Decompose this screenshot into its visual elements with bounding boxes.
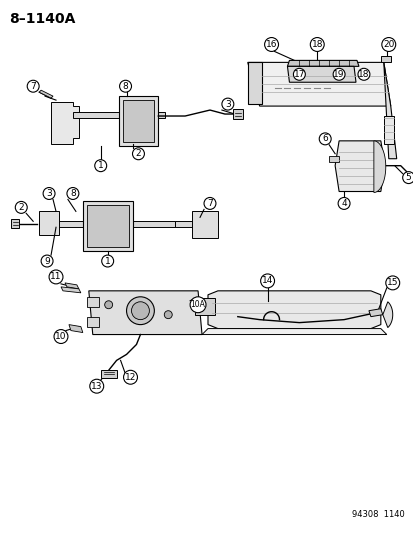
Polygon shape [202,328,386,335]
Circle shape [131,302,149,320]
Polygon shape [61,287,81,293]
Polygon shape [118,96,158,146]
Polygon shape [69,325,83,333]
Circle shape [310,37,323,52]
Polygon shape [51,102,78,144]
Text: 13: 13 [91,382,102,391]
Circle shape [381,37,395,52]
Circle shape [190,297,206,313]
Text: 8: 8 [70,189,76,198]
Circle shape [123,370,137,384]
Polygon shape [83,201,132,251]
Polygon shape [207,291,380,328]
Circle shape [357,68,369,80]
Circle shape [54,329,68,343]
Polygon shape [368,309,382,317]
Circle shape [260,274,274,288]
Text: 8: 8 [122,82,128,91]
Circle shape [204,197,216,209]
Polygon shape [232,109,242,119]
Circle shape [402,172,413,183]
Polygon shape [328,156,338,161]
Polygon shape [383,116,393,144]
Polygon shape [373,141,385,192]
Polygon shape [100,370,116,378]
Circle shape [132,148,144,160]
Circle shape [385,276,399,290]
Text: 10A: 10A [190,300,205,309]
Polygon shape [380,56,390,62]
Polygon shape [175,221,197,227]
Text: 9: 9 [44,256,50,265]
Text: 7: 7 [206,199,212,208]
Polygon shape [195,298,214,314]
Text: 18: 18 [357,70,369,79]
Text: 1: 1 [97,161,103,170]
Polygon shape [382,302,392,328]
Circle shape [221,98,233,110]
Circle shape [264,37,278,52]
Text: 8–1140A: 8–1140A [9,12,76,26]
Polygon shape [247,62,261,104]
Circle shape [41,255,53,267]
Circle shape [318,133,330,145]
Polygon shape [383,62,396,159]
Circle shape [27,80,39,92]
Circle shape [102,255,113,267]
Polygon shape [87,297,98,306]
Text: 3: 3 [46,189,52,198]
Text: 1: 1 [104,256,110,265]
Text: 7: 7 [30,82,36,91]
Text: 11: 11 [50,272,62,281]
Text: 12: 12 [125,373,136,382]
Circle shape [67,188,78,199]
Circle shape [49,270,63,284]
Polygon shape [122,100,154,142]
Polygon shape [287,66,355,82]
Polygon shape [192,212,217,238]
Polygon shape [87,317,98,327]
Circle shape [126,297,154,325]
Circle shape [90,379,103,393]
Polygon shape [73,112,165,118]
Polygon shape [335,141,384,191]
Circle shape [293,68,305,80]
Text: 16: 16 [265,40,277,49]
Text: 4: 4 [340,199,346,208]
Polygon shape [39,221,175,227]
Text: 94308  1140: 94308 1140 [351,510,404,519]
Text: 17: 17 [293,70,304,79]
Circle shape [15,201,27,213]
Circle shape [43,188,55,199]
Text: 5: 5 [405,173,411,182]
Circle shape [95,160,107,172]
Circle shape [332,68,344,80]
Polygon shape [39,90,53,98]
Circle shape [164,311,172,319]
Text: 19: 19 [332,70,344,79]
Circle shape [104,301,112,309]
Polygon shape [87,205,128,247]
Text: 6: 6 [322,134,327,143]
Text: 20: 20 [382,40,394,49]
Polygon shape [287,60,358,66]
Text: 18: 18 [311,40,322,49]
Polygon shape [39,212,59,235]
Polygon shape [88,291,202,335]
Text: 2: 2 [135,149,141,158]
Text: 14: 14 [261,277,273,285]
Text: 3: 3 [224,100,230,109]
Text: 2: 2 [19,203,24,212]
Text: 15: 15 [386,278,398,287]
Text: 10: 10 [55,332,66,341]
Circle shape [119,80,131,92]
Polygon shape [65,283,78,289]
Polygon shape [11,219,19,228]
Polygon shape [247,62,390,106]
Circle shape [337,197,349,209]
